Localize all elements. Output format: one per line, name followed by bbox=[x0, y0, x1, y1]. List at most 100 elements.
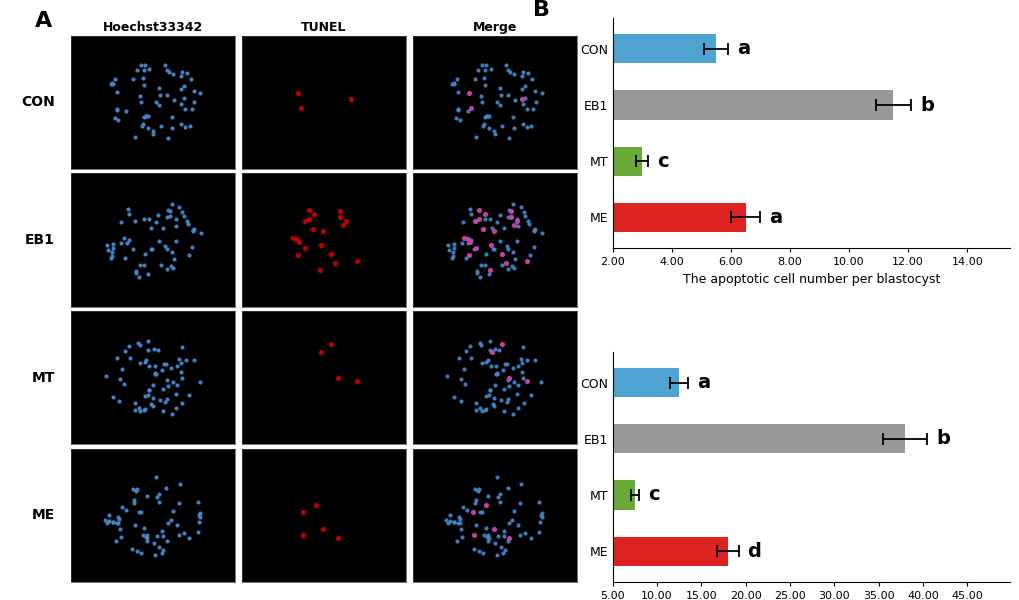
Point bbox=[156, 359, 172, 368]
Point bbox=[515, 67, 531, 77]
Point bbox=[482, 361, 498, 370]
Point bbox=[477, 112, 493, 121]
Point bbox=[163, 363, 179, 373]
Point bbox=[492, 91, 508, 100]
Point bbox=[508, 404, 525, 413]
Point bbox=[459, 505, 475, 515]
Point bbox=[105, 517, 121, 527]
Point bbox=[527, 224, 543, 233]
Point bbox=[103, 79, 119, 89]
Point bbox=[163, 515, 179, 525]
Point bbox=[152, 91, 168, 100]
Point bbox=[155, 406, 171, 416]
Point bbox=[462, 341, 478, 351]
Point bbox=[488, 472, 504, 482]
Point bbox=[504, 409, 521, 418]
Point bbox=[161, 68, 177, 77]
Point bbox=[493, 121, 510, 130]
Point bbox=[288, 234, 305, 244]
Point bbox=[506, 95, 523, 105]
Point bbox=[498, 398, 515, 407]
Point bbox=[191, 511, 207, 520]
Point bbox=[508, 216, 525, 226]
Point bbox=[462, 235, 478, 245]
Point bbox=[296, 530, 312, 539]
Point bbox=[478, 111, 494, 121]
Point bbox=[141, 385, 157, 395]
Text: a: a bbox=[696, 373, 709, 392]
Point bbox=[175, 82, 192, 91]
Point bbox=[180, 251, 197, 260]
Point bbox=[526, 355, 542, 364]
Point bbox=[289, 89, 306, 98]
Point bbox=[461, 250, 477, 260]
Point bbox=[448, 536, 465, 545]
Point bbox=[491, 345, 507, 355]
Point bbox=[177, 122, 194, 132]
Point bbox=[469, 268, 485, 277]
Point bbox=[154, 526, 170, 536]
Point bbox=[348, 377, 365, 386]
Point bbox=[104, 251, 120, 261]
Point bbox=[127, 398, 144, 408]
Point bbox=[471, 403, 487, 413]
Point bbox=[450, 512, 467, 522]
Point bbox=[514, 368, 530, 377]
Point bbox=[479, 530, 495, 539]
Point bbox=[124, 544, 141, 554]
Point bbox=[114, 364, 130, 374]
Bar bbox=[568, 536, 728, 566]
Point bbox=[140, 123, 156, 133]
Point bbox=[143, 223, 159, 233]
Point bbox=[164, 124, 180, 133]
Point bbox=[141, 64, 157, 74]
Bar bbox=[553, 34, 715, 64]
Point bbox=[112, 238, 128, 248]
Point bbox=[438, 371, 454, 381]
Point bbox=[467, 216, 483, 226]
Point bbox=[116, 233, 132, 243]
Point bbox=[171, 202, 187, 212]
Point bbox=[160, 133, 176, 143]
Point bbox=[513, 202, 529, 212]
Point bbox=[491, 211, 507, 220]
Point bbox=[151, 497, 167, 507]
Point bbox=[110, 115, 126, 125]
Point bbox=[152, 260, 168, 270]
Point bbox=[147, 368, 163, 378]
Point bbox=[141, 385, 157, 395]
Point bbox=[175, 528, 192, 538]
Point bbox=[184, 225, 201, 235]
Point bbox=[510, 520, 526, 529]
Text: B: B bbox=[533, 0, 550, 20]
Point bbox=[508, 236, 525, 245]
Point bbox=[175, 93, 192, 103]
Point bbox=[301, 205, 317, 214]
Bar bbox=[568, 481, 634, 509]
Point bbox=[137, 61, 153, 70]
Point bbox=[181, 533, 198, 543]
Point bbox=[315, 226, 331, 236]
Point bbox=[521, 219, 537, 229]
Point bbox=[445, 79, 462, 88]
Point bbox=[533, 88, 549, 98]
Point bbox=[477, 65, 493, 75]
Point bbox=[500, 382, 517, 391]
Point bbox=[470, 65, 486, 75]
Point bbox=[163, 261, 179, 271]
Point bbox=[116, 253, 132, 262]
Point bbox=[510, 361, 526, 371]
Point bbox=[472, 341, 488, 350]
Point bbox=[192, 512, 208, 521]
Point bbox=[136, 260, 152, 269]
Point bbox=[495, 223, 512, 232]
Point bbox=[132, 407, 149, 416]
Point bbox=[499, 65, 516, 75]
Point bbox=[159, 518, 175, 528]
Point bbox=[138, 111, 154, 121]
Point bbox=[190, 497, 206, 507]
Point bbox=[148, 217, 164, 227]
Point bbox=[463, 104, 479, 113]
Point bbox=[439, 241, 455, 250]
Point bbox=[139, 530, 155, 539]
